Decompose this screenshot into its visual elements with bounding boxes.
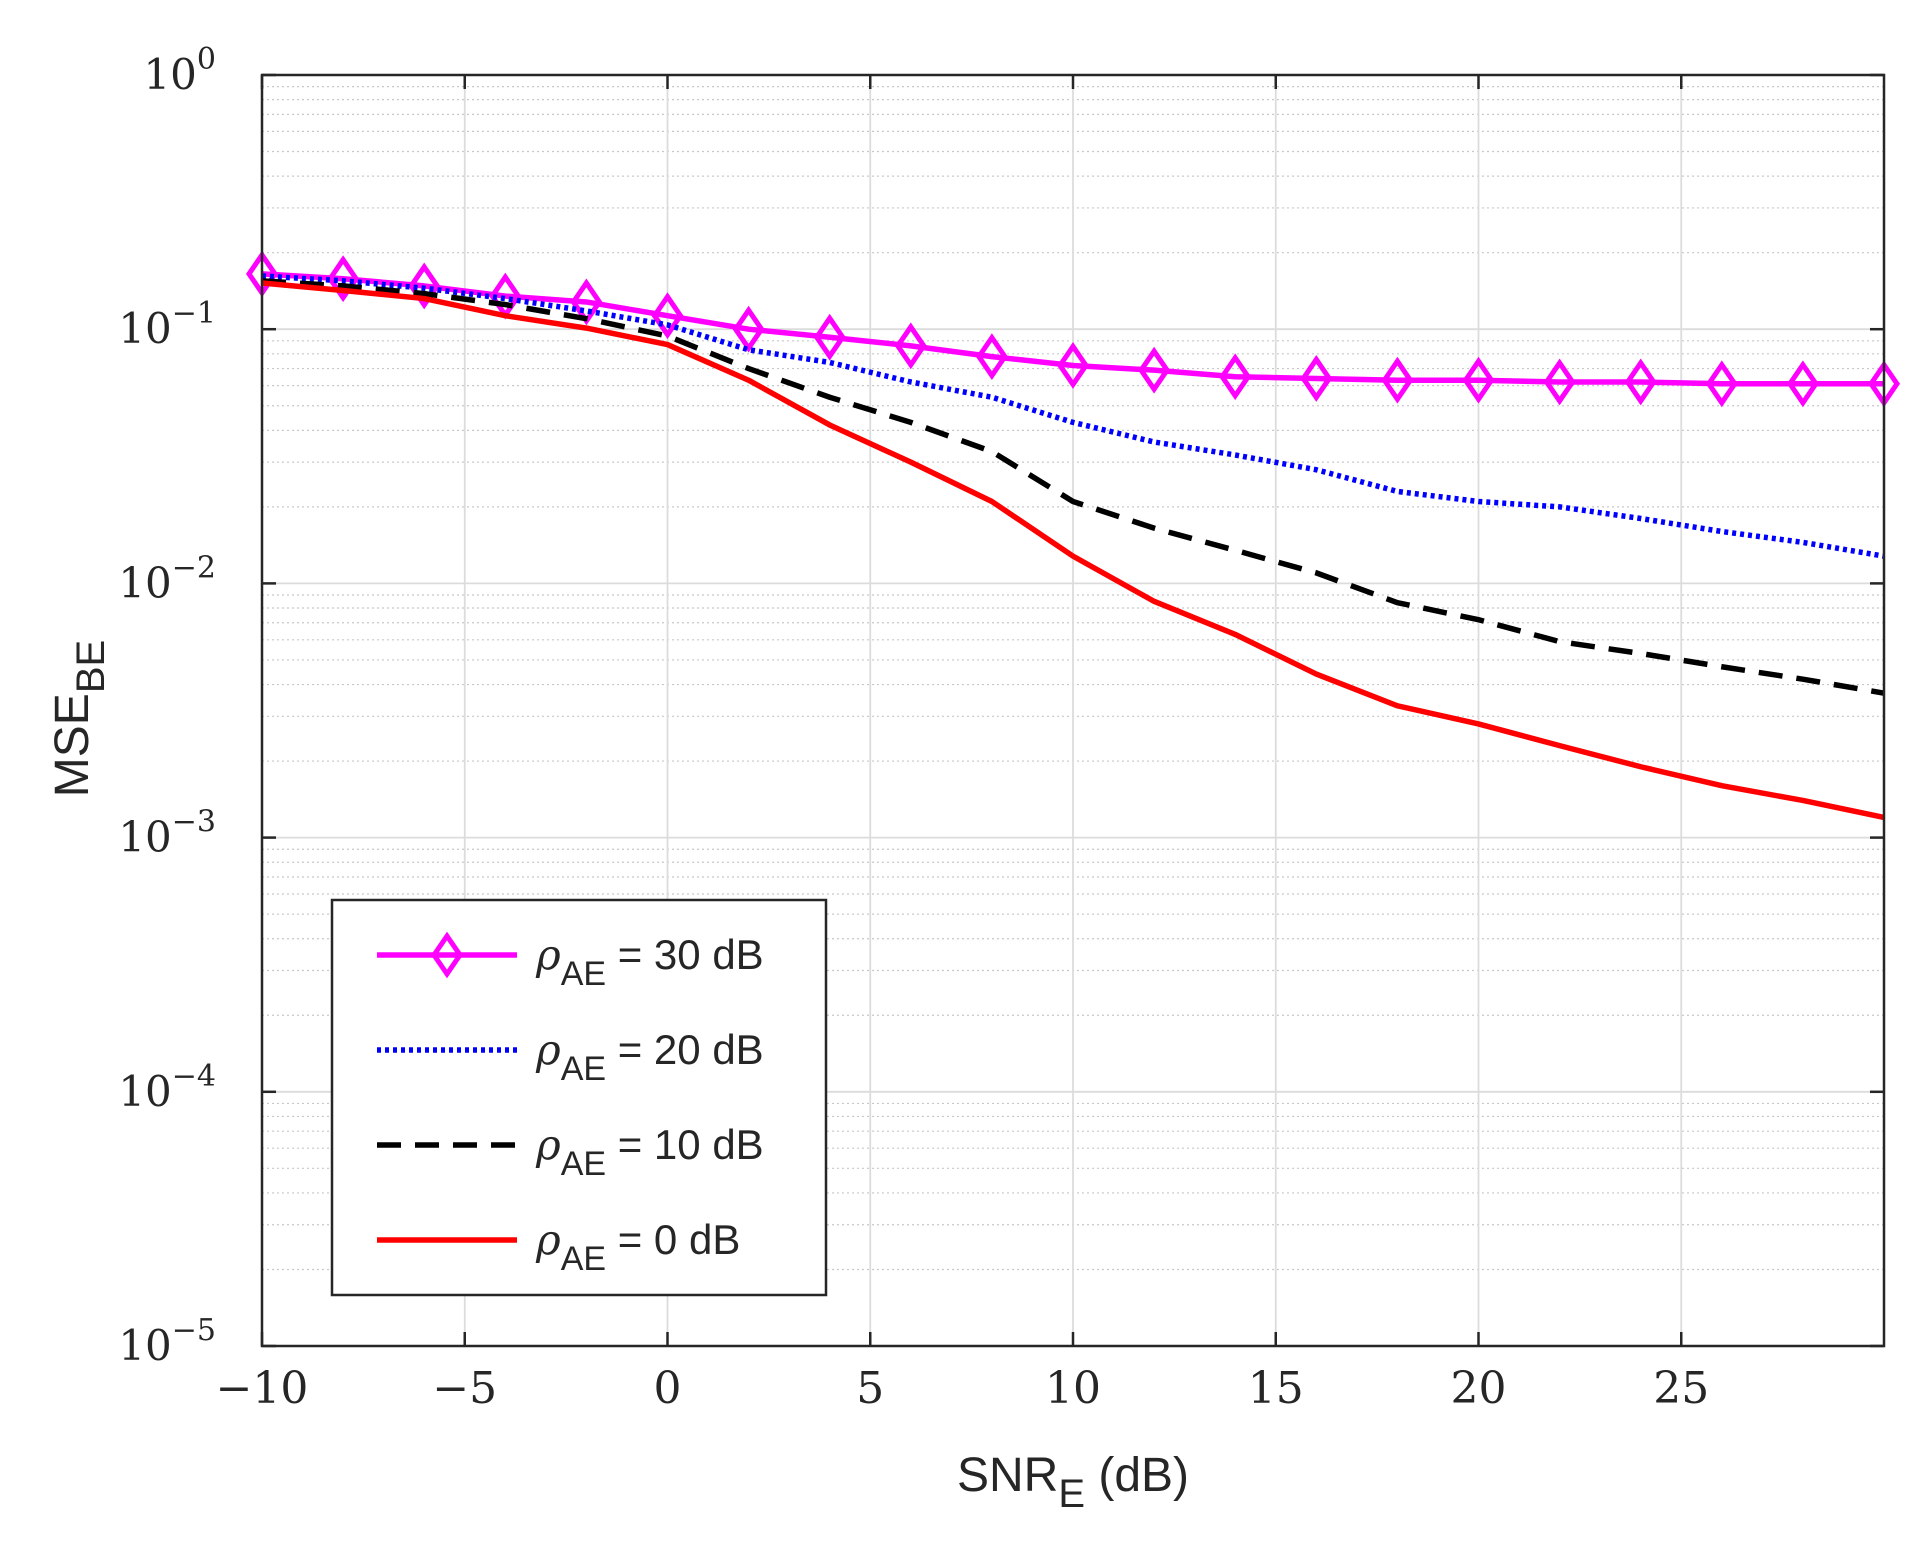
data-point — [327, 255, 360, 303]
legend-label: ρAE = 0 dB — [535, 1215, 740, 1278]
y-tick-base: 10 — [118, 1321, 171, 1370]
legend-sub: AE — [561, 1240, 606, 1278]
y-tick-label: 10−3 — [118, 805, 216, 862]
y-tick-label: 10−1 — [118, 296, 216, 353]
series-line — [261, 273, 1885, 559]
series-3 — [261, 280, 1885, 821]
y-tick-base: 10 — [118, 813, 171, 862]
legend-label: ρAE = 20 dB — [535, 1025, 764, 1088]
legend-rho: ρ — [535, 1120, 561, 1169]
y-tick-label: 10−2 — [118, 550, 216, 607]
axis-labels: SNRE (dB) MSEBE — [46, 640, 1189, 1516]
x-tick-label: 0 — [654, 1363, 682, 1414]
data-point — [813, 313, 846, 361]
legend-box — [330, 898, 828, 1297]
legend-label: ρAE = 10 dB — [535, 1120, 764, 1183]
legend-text: = 0 dB — [606, 1216, 740, 1263]
legend-rho: ρ — [535, 1025, 561, 1074]
y-tick-exponent: −1 — [172, 296, 216, 331]
x-tick-label: 25 — [1653, 1363, 1709, 1414]
x-tick-label: 10 — [1045, 1363, 1101, 1414]
legend-rho: ρ — [535, 930, 561, 979]
y-tick-base: 10 — [118, 1067, 171, 1116]
series-line — [261, 280, 1885, 821]
data-point — [1219, 353, 1252, 401]
legend-text: = 30 dB — [606, 931, 764, 978]
y-tick-exponent: −3 — [172, 805, 216, 840]
legend-item: ρAE = 20 dB — [377, 1025, 764, 1088]
series-1 — [261, 273, 1885, 559]
y-axis-label-sub: BE — [69, 640, 113, 693]
legend-text: = 20 dB — [606, 1026, 764, 1073]
data-point — [1381, 356, 1414, 404]
data-point — [651, 292, 684, 340]
y-tick-exponent: −5 — [172, 1313, 216, 1348]
data-point — [1056, 342, 1090, 389]
series-group — [245, 250, 1901, 821]
y-tick-exponent: 0 — [197, 42, 216, 77]
y-tick-label: 10−4 — [118, 1059, 216, 1116]
data-point — [1624, 358, 1657, 406]
data-point — [1138, 346, 1171, 394]
legend-rho: ρ — [535, 1215, 561, 1264]
x-tick-label: 15 — [1248, 1363, 1304, 1414]
data-point — [732, 305, 765, 353]
x-tick-label: 5 — [856, 1363, 884, 1414]
x-axis-label-main: SNR — [957, 1449, 1058, 1502]
y-tick-label: 10−5 — [118, 1313, 216, 1370]
y-tick-base: 10 — [143, 50, 196, 99]
legend-text: = 10 dB — [606, 1121, 764, 1168]
legend-item: ρAE = 10 dB — [377, 1120, 764, 1183]
x-tick-label: 20 — [1451, 1363, 1507, 1414]
legend-sub: AE — [561, 955, 606, 993]
series-line — [261, 278, 1885, 696]
legend-sub: AE — [561, 1145, 606, 1183]
y-axis-label-main: MSE — [46, 693, 99, 797]
legend-label: ρAE = 30 dB — [535, 930, 764, 993]
data-point — [1543, 358, 1576, 406]
y-axis-label: MSEBE — [46, 640, 113, 797]
legend-sub: AE — [561, 1050, 606, 1088]
series-line — [261, 271, 1884, 387]
y-tick-exponent: −4 — [172, 1059, 216, 1094]
legend-item: ρAE = 0 dB — [377, 1215, 740, 1278]
x-axis-label: SNRE (dB) — [957, 1449, 1189, 1516]
y-tick-label: 100 — [143, 42, 216, 99]
y-tick-base: 10 — [118, 558, 171, 607]
legend-marker — [430, 931, 464, 979]
data-point — [894, 322, 927, 370]
legend-item: ρAE = 30 dB — [377, 930, 764, 993]
y-tick-base: 10 — [118, 304, 171, 353]
x-axis-label-suffix: (dB) — [1085, 1449, 1189, 1502]
data-point — [975, 333, 1008, 381]
x-tick-label: −10 — [216, 1363, 309, 1414]
y-tick-exponent: −2 — [172, 550, 216, 585]
data-point — [1300, 355, 1333, 402]
series-2 — [261, 278, 1885, 696]
x-tick-label: −5 — [432, 1363, 497, 1414]
data-point — [408, 262, 441, 310]
x-axis-label-sub: E — [1058, 1472, 1085, 1516]
data-point — [1786, 360, 1819, 408]
data-point — [1462, 356, 1495, 404]
series-0 — [245, 250, 1901, 408]
data-point — [1705, 360, 1738, 408]
